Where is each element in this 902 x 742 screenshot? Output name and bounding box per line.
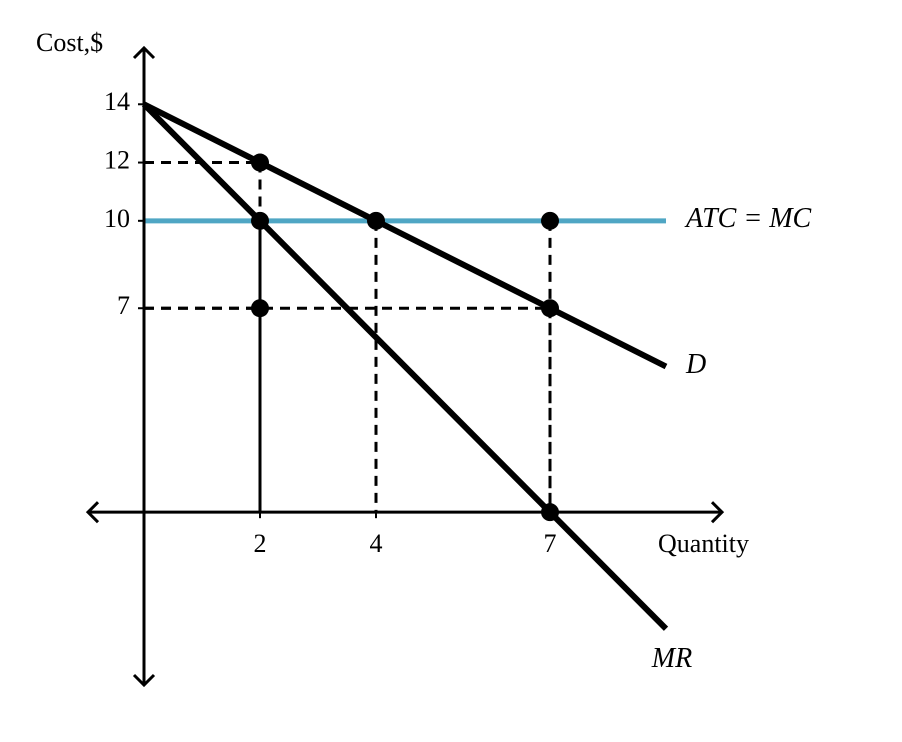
point — [251, 211, 269, 230]
y-tick-label: 10 — [104, 204, 130, 233]
y-tick-label: 12 — [104, 146, 130, 175]
x-tick-label: 7 — [544, 529, 557, 558]
point — [541, 503, 559, 522]
y-tick-label: 7 — [117, 291, 130, 320]
series-label: ATC = MC — [684, 203, 812, 234]
points — [251, 153, 559, 522]
axes: 7 10 12 14 2 4 7 — [85, 45, 725, 688]
arrowhead — [132, 673, 156, 688]
x-tick-label: 4 — [370, 529, 383, 558]
point — [367, 211, 385, 230]
arrowhead — [132, 45, 156, 60]
y-tick-label: 14 — [104, 87, 130, 116]
point — [541, 299, 559, 318]
series-line — [142, 101, 668, 370]
series-label: MR — [651, 643, 692, 674]
x-tick-label: 2 — [254, 529, 267, 558]
guide-lines — [144, 161, 552, 513]
point — [251, 153, 269, 172]
point — [251, 299, 269, 318]
arrowhead — [710, 501, 725, 524]
series-lines: ATC = MC D MR — [141, 101, 812, 674]
series-label: D — [685, 349, 706, 380]
point — [541, 211, 559, 230]
series-line — [141, 102, 669, 631]
y-axis-label: Cost,$ — [36, 28, 103, 57]
arrowhead — [85, 501, 100, 524]
x-axis-label: Quantity — [658, 529, 749, 558]
